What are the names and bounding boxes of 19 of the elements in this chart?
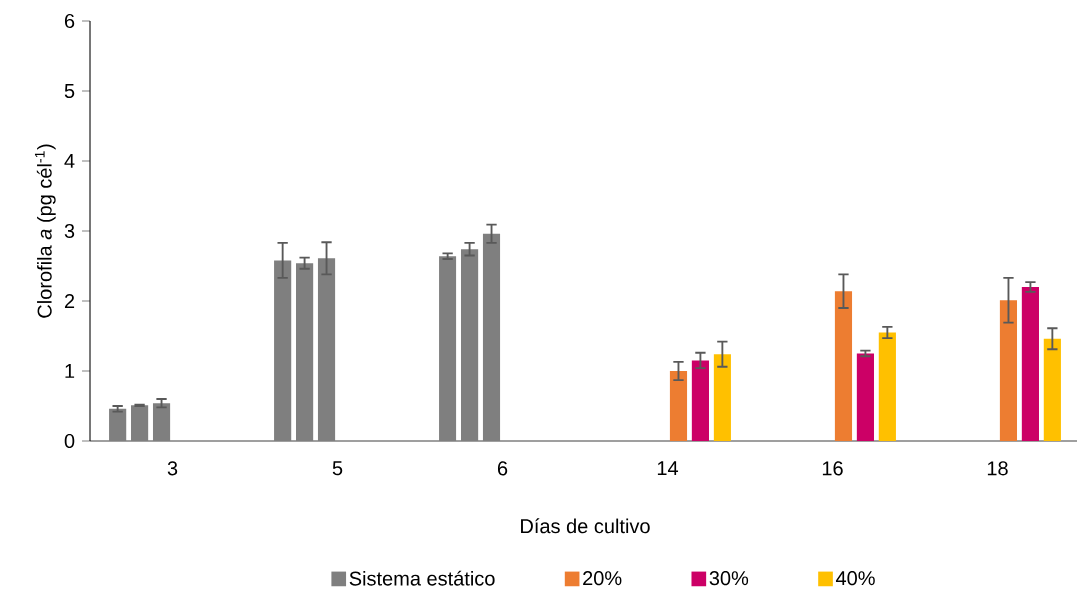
legend-label: 20% xyxy=(583,571,622,586)
y-axis-title: Clorofila a (pg cél$^{-1}$) xyxy=(34,144,56,318)
y-tick-label: 6 xyxy=(64,13,75,29)
y-tick-label: 3 xyxy=(64,223,75,239)
x-tick-label: 6 xyxy=(497,461,508,476)
y-tick-label: 1 xyxy=(65,364,75,378)
x-tick-label: 5 xyxy=(332,461,343,476)
x-tick-label: 16 xyxy=(822,461,843,476)
legend-label: 40% xyxy=(835,571,875,586)
y-tick-label: 4 xyxy=(64,154,75,168)
legend-label: 30% xyxy=(709,571,749,586)
y-tick-label: 5 xyxy=(64,84,75,98)
y-tick-label: 2 xyxy=(64,294,75,308)
x-tick-label: 3 xyxy=(167,461,178,476)
legend-label: Sistema estático xyxy=(349,570,495,586)
y-tick-label: 0 xyxy=(64,433,75,449)
x-axis-title: Días de cultivo xyxy=(521,518,650,534)
x-tick-label: 14 xyxy=(657,461,679,476)
x-tick-label: 18 xyxy=(987,461,1008,476)
